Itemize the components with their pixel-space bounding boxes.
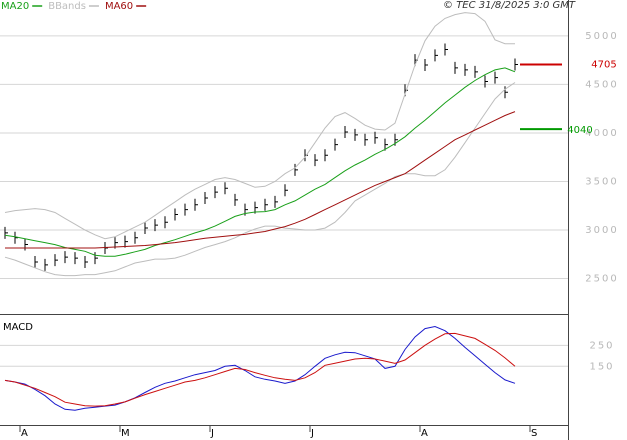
- price-bar: [434, 49, 438, 62]
- price-bar: [424, 59, 428, 72]
- price-bar: [504, 86, 508, 99]
- price-bar: [154, 219, 158, 232]
- price-bar: [84, 256, 88, 269]
- level-label: 4705: [591, 60, 616, 71]
- price-bar: [64, 251, 68, 264]
- price-bar: [444, 43, 448, 56]
- ma-line: [4, 67, 516, 257]
- price-bar: [234, 193, 238, 206]
- price-bar: [44, 258, 48, 271]
- x-tick-label: A: [21, 428, 28, 439]
- x-tick-label: J: [310, 428, 314, 439]
- price-bar: [474, 65, 478, 78]
- price-bar: [494, 71, 498, 84]
- price-bar: [334, 138, 338, 151]
- price-bar: [134, 231, 138, 244]
- price-bar: [94, 252, 98, 265]
- price-bar: [464, 63, 468, 76]
- y-tick-label: 4500: [585, 79, 618, 90]
- price-bar: [344, 125, 348, 138]
- y-tick-label: 4000: [585, 128, 618, 139]
- price-bar: [74, 252, 78, 265]
- price-bar: [124, 235, 128, 248]
- price-bar: [174, 208, 178, 221]
- source: © TEC 31/8/2025 3:0 GMT: [443, 0, 576, 11]
- price-bar: [144, 222, 148, 235]
- macd-line: [4, 332, 516, 407]
- price-bar: [364, 133, 368, 146]
- x-tick-label: A: [421, 428, 428, 439]
- price-bar: [374, 131, 378, 144]
- y-tick-label: 3500: [585, 176, 618, 187]
- price-bar: [294, 163, 298, 176]
- price-bar: [164, 216, 168, 229]
- y-tick-label: 3000: [585, 225, 618, 236]
- price-bar: [284, 184, 288, 197]
- price-bar: [214, 186, 218, 199]
- price-bar: [24, 238, 28, 251]
- y-tick-label: 250: [589, 340, 614, 351]
- legend-entry: MA60: [105, 1, 133, 12]
- price-bar: [514, 58, 518, 71]
- price-bar: [224, 182, 228, 195]
- price-bar: [264, 198, 268, 211]
- price-bar: [274, 195, 278, 208]
- price-bar: [354, 128, 358, 141]
- level-label: 4040: [567, 125, 592, 136]
- x-tick-label: J: [210, 428, 214, 439]
- price-bar: [204, 191, 208, 204]
- price-bar: [454, 61, 458, 74]
- price-bar: [314, 154, 318, 167]
- price-bar: [54, 254, 58, 267]
- macd-line: [4, 325, 516, 411]
- ma-line: [5, 111, 516, 249]
- band-line: [4, 82, 516, 277]
- macd-title: MACD: [3, 322, 33, 333]
- price-bar: [34, 256, 38, 269]
- price-bar: [384, 138, 388, 151]
- x-tick-label: S: [531, 428, 537, 439]
- price-bar: [4, 226, 8, 239]
- y-tick-label: 5000: [585, 31, 618, 42]
- price-bar: [484, 75, 488, 88]
- legend-entry: MA20: [1, 1, 29, 12]
- x-tick-label: M: [121, 428, 130, 439]
- price-bar: [194, 198, 198, 211]
- legend-entry: BBands: [48, 1, 86, 12]
- ma-line: [4, 12, 515, 240]
- price-bar: [324, 149, 328, 162]
- price-bar: [184, 203, 188, 216]
- y-tick-label: 150: [589, 361, 614, 372]
- y-tick-label: 2500: [585, 274, 618, 285]
